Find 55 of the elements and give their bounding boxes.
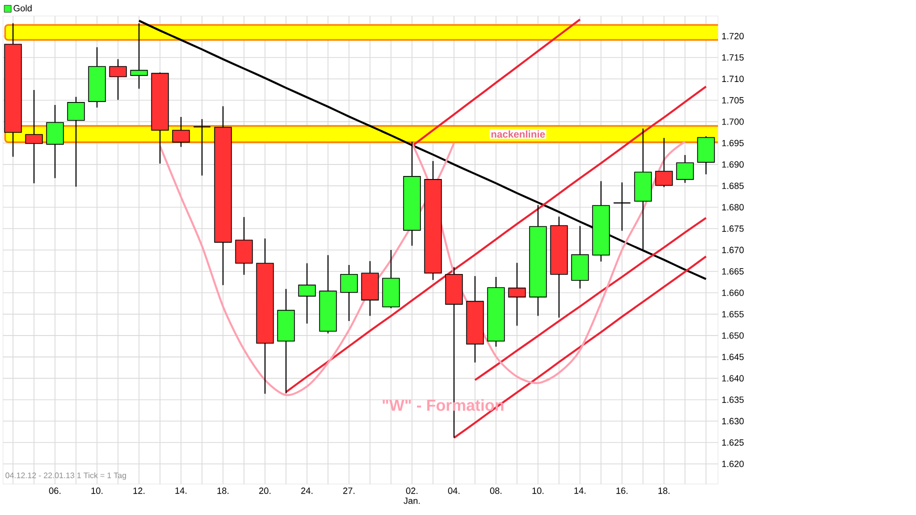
y-tick-label: 1.720 [722,32,744,40]
y-tick-label: 1.705 [722,97,744,104]
line-series [474,216,708,382]
annotation: 04.12.12 - 22.01.13 1 Tick = 1 Tag [6,472,126,480]
candlestick [340,264,358,322]
candlestick [676,154,694,184]
y-tick-label: 1.700 [722,118,744,125]
candlestick [298,262,316,324]
x-tick-label: 08. [490,488,502,494]
x-tick-label: 14. [574,488,586,494]
y-tick-label: 1.680 [722,204,744,210]
y-tick-label: 1.675 [722,225,744,232]
legend-label: Gold [14,4,32,12]
y-tick-label: 1.715 [722,54,744,61]
candlestick [235,216,253,276]
y-tick-label: 1.665 [722,268,744,275]
x-tick-label: 20. [259,488,270,494]
y-tick-label: 1.650 [722,332,744,339]
y-tick-label: 1.655 [722,310,744,318]
candlestick [25,89,43,184]
x-tick-label: 02. Jan. [404,488,420,504]
band-label: nackenlinie [491,130,545,138]
x-tick-label: 18. [658,488,670,494]
candlestick [655,137,673,188]
candlestick [508,262,526,326]
x-tick-label: 14. [175,488,186,494]
candlestick [193,118,212,176]
y-tick-label: 1.695 [722,140,744,146]
x-tick-label: 10. [532,488,544,494]
line-series [411,18,582,148]
x-tick-label: 24. [301,488,312,494]
y-tick-label: 1.690 [722,161,744,168]
candlestick [46,104,64,179]
x-tick-label: 12. [133,488,144,494]
y-tick-label: 1.630 [722,418,744,424]
y-tick-label: 1.710 [722,76,744,82]
candlestick [109,58,127,100]
x-tick-label: 16. [616,488,628,494]
candlestick [613,182,632,232]
y-tick-label: 1.645 [722,354,744,360]
y-tick-label: 1.625 [722,439,744,446]
y-tick-label: 1.635 [722,396,744,403]
x-tick-label: 27. [343,488,354,494]
y-tick-label: 1.660 [722,290,744,296]
candlestick [67,96,85,188]
y-tick-label: 1.685 [722,182,744,190]
y-tick-label: 1.670 [722,246,744,254]
x-tick-label: 18. [217,488,228,494]
y-tick-label: 1.640 [722,375,744,382]
line-series [285,86,708,394]
x-tick-label: 10. [91,488,102,494]
x-tick-label: 04. [448,488,460,494]
candlestick [172,116,190,148]
x-tick-label: 06. [49,488,60,494]
y-tick-label: 1.620 [722,460,744,468]
